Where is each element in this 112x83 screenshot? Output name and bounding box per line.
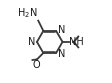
Text: NH: NH <box>69 37 84 47</box>
Text: O: O <box>32 60 40 70</box>
Text: N: N <box>28 37 36 47</box>
Text: N: N <box>58 25 65 35</box>
Text: H$_2$N: H$_2$N <box>17 6 38 20</box>
Text: N: N <box>58 49 65 59</box>
